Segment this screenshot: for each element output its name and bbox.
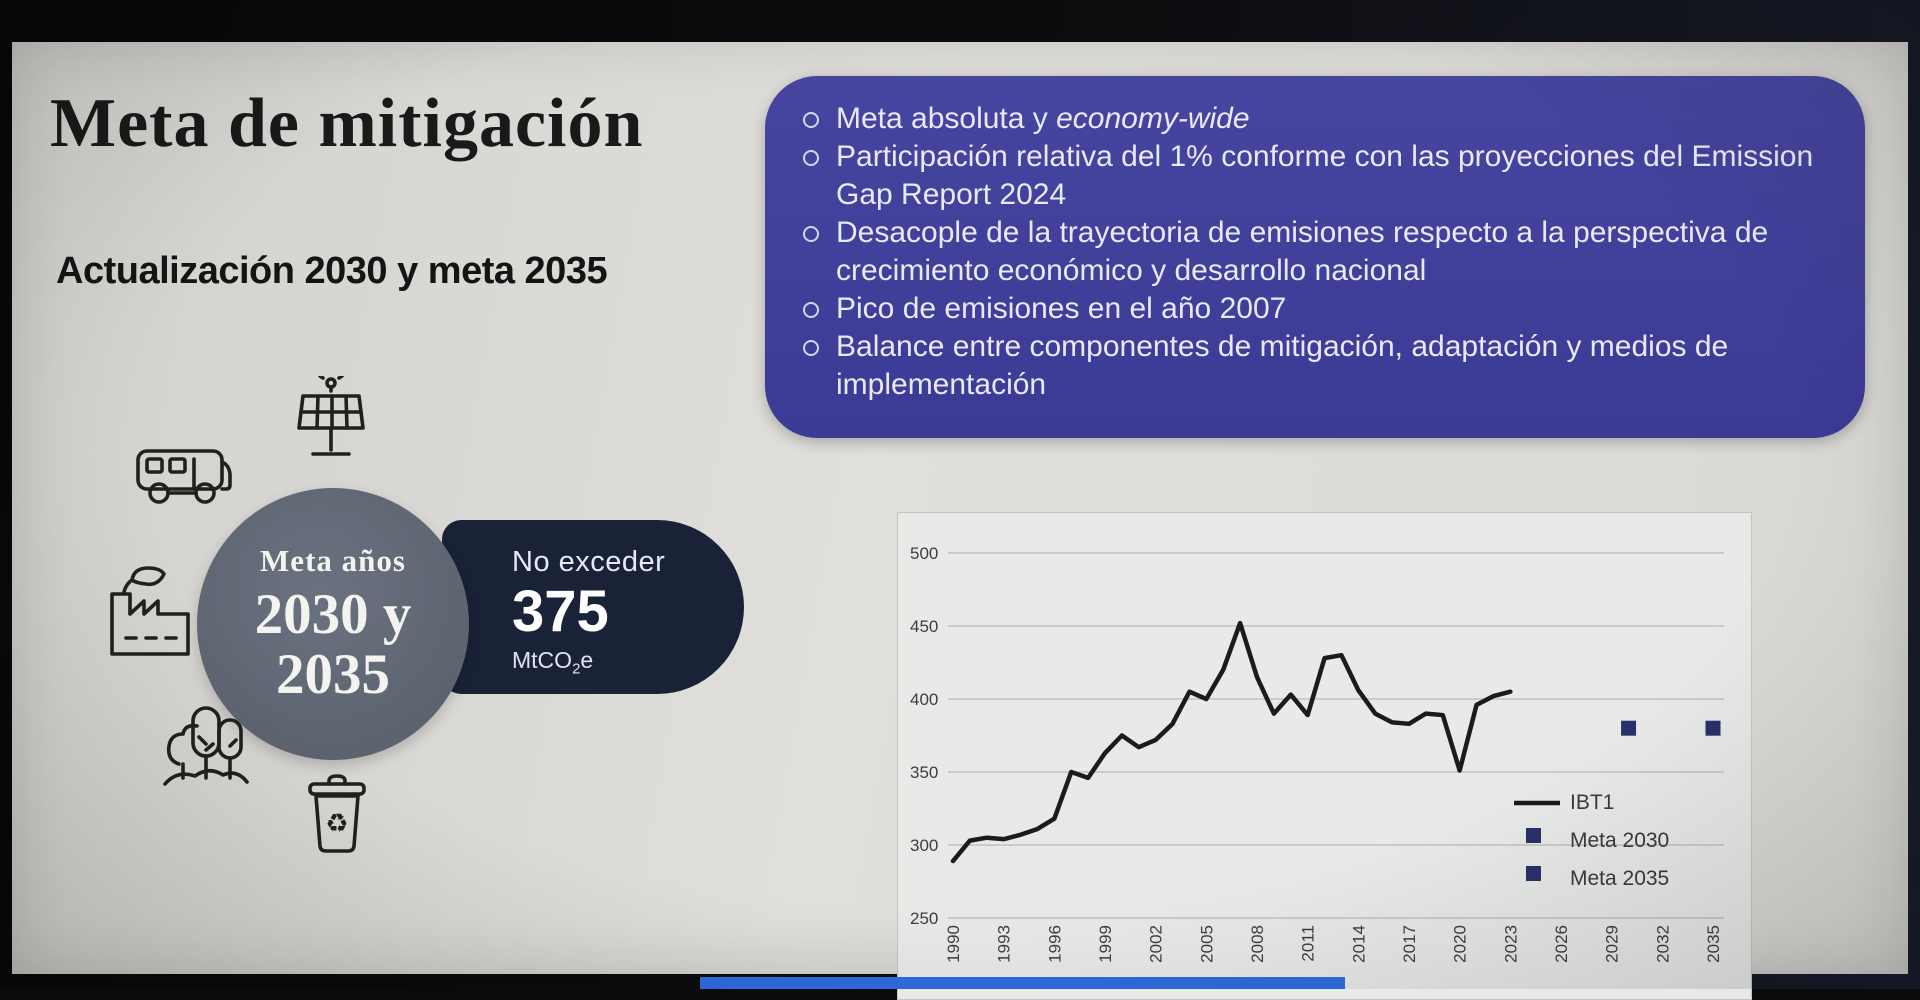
x-tick-label: 2014: [1349, 925, 1368, 963]
x-tick-label: 2020: [1451, 925, 1470, 963]
x-tick-label: 2002: [1147, 925, 1166, 963]
bullet-text: Pico de emisiones en el año 2007: [836, 292, 1287, 325]
y-tick-label: 300: [910, 836, 938, 855]
x-tick-label: 2029: [1603, 925, 1622, 963]
recycle-bin-icon: ♻: [304, 772, 370, 856]
y-tick-label: 250: [910, 909, 938, 928]
bullet-text: Balance entre componentes de mitigación,…: [836, 330, 1729, 401]
legend-square-icon: [1526, 866, 1541, 881]
bullet-ring-icon: [803, 150, 819, 166]
x-tick-label: 2026: [1552, 925, 1571, 963]
slide: Meta de mitigación Actualización 2030 y …: [12, 42, 1908, 1000]
pill-unit: MtCO2e: [512, 647, 594, 678]
x-tick-label: 1996: [1045, 925, 1064, 963]
bullet-text: Meta absoluta y economy-wide: [836, 102, 1250, 135]
bus-icon: [134, 438, 234, 512]
y-tick-label: 400: [910, 690, 938, 709]
x-tick-label: 2017: [1400, 925, 1419, 963]
bullet-text: Participación relativa del 1% conforme c…: [836, 140, 1814, 211]
taskbar-strip: [700, 977, 1345, 989]
legend-square-icon: [1526, 828, 1541, 843]
x-tick-label: 1993: [995, 925, 1014, 963]
bullet-ring-icon: [803, 302, 819, 318]
x-tick-label: 2005: [1197, 925, 1216, 963]
y-tick-label: 450: [910, 617, 938, 636]
pill-heading: No exceder: [512, 546, 666, 578]
bullet-item: Pico de emisiones en el año 2007: [801, 290, 1835, 328]
goal-pill: No exceder 375 MtCO2e: [442, 520, 744, 694]
pill-value: 375: [512, 579, 609, 644]
bullet-item: Participación relativa del 1% conforme c…: [801, 138, 1835, 214]
goal-circle: Meta años 2030 y 2035: [197, 488, 469, 760]
bullet-ring-icon: [803, 340, 819, 356]
y-tick-label: 350: [910, 763, 938, 782]
x-tick-label: 2011: [1299, 925, 1318, 962]
bullet-list: Meta absoluta y economy-wide Participació…: [801, 100, 1835, 404]
bullet-item: Meta absoluta y economy-wide: [801, 100, 1835, 138]
goal-circle-years: 2030 y 2035: [254, 583, 412, 706]
x-tick-label: 1999: [1096, 925, 1115, 963]
factory-leaf-icon: [102, 562, 198, 658]
trees-icon: [157, 702, 253, 794]
legend-label: Meta 2030: [1570, 829, 1669, 852]
highlights-box: Meta absoluta y economy-wide Participació…: [765, 76, 1865, 438]
legend-label: Meta 2035: [1570, 867, 1669, 890]
bullet-item: Desacople de la trayectoria de emisiones…: [801, 214, 1835, 290]
x-tick-label: 2023: [1501, 925, 1520, 963]
bullet-item: Balance entre componentes de mitigación,…: [801, 328, 1835, 404]
solar-panel-icon: [289, 376, 373, 464]
meta-2030-marker: [1621, 720, 1637, 736]
ibt1-line: [950, 620, 1513, 864]
x-tick-label: 1990: [944, 925, 963, 963]
legend-label: IBT1: [1570, 791, 1614, 814]
chart-svg: 250 300 350 400 450 500 1990 1993 1996 1999 2002 20…: [910, 544, 1724, 963]
x-tick-label: 2032: [1653, 925, 1672, 963]
bullet-ring-icon: [803, 112, 819, 128]
y-tick-label: 500: [910, 544, 938, 563]
meta-2035-marker: [1705, 720, 1721, 736]
bullet-text: Desacople de la trayectoria de emisiones…: [836, 216, 1769, 287]
slide-subtitle: Actualización 2030 y meta 2035: [56, 250, 608, 292]
goal-circle-label: Meta años: [260, 543, 406, 578]
slide-title: Meta de mitigación: [50, 85, 644, 162]
emissions-chart: 250 300 350 400 450 500 1990 1993 1996 1999 2002 20…: [897, 512, 1752, 1000]
x-tick-label: 2008: [1248, 925, 1267, 963]
svg-text:♻: ♻: [325, 809, 348, 839]
x-tick-label: 2035: [1704, 925, 1723, 963]
bullet-ring-icon: [803, 226, 819, 242]
